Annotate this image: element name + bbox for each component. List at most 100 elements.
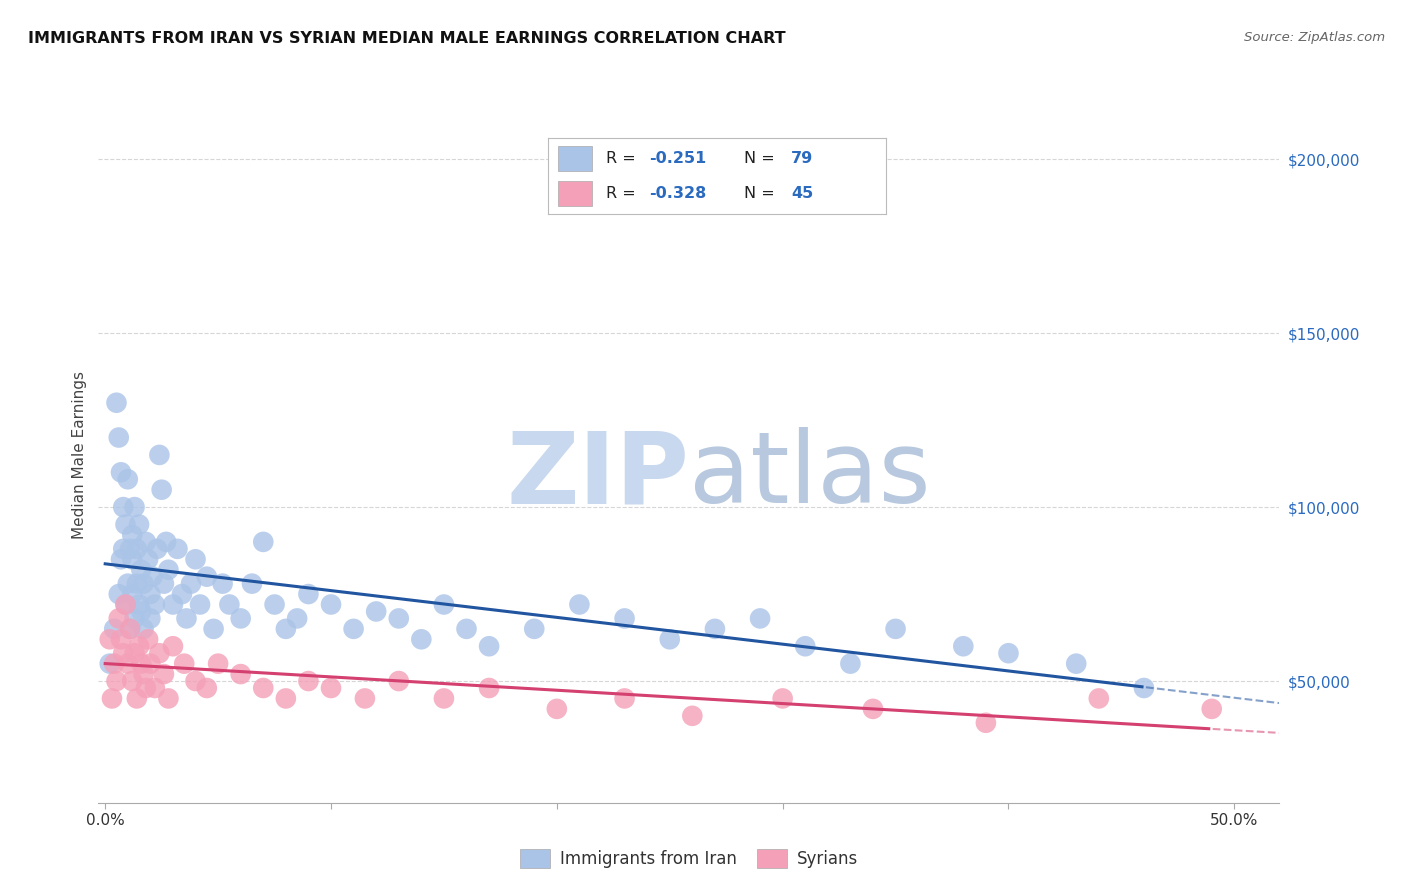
Point (195, 681, 218, 695)
Point (157, 563, 180, 577)
Point (114, 598, 136, 612)
Point (131, 563, 153, 577)
Point (128, 598, 150, 612)
Point (103, 657, 125, 671)
FancyBboxPatch shape (558, 181, 592, 207)
Point (366, 605, 388, 619)
Point (162, 598, 184, 612)
Text: Source: ZipAtlas.com: Source: ZipAtlas.com (1244, 31, 1385, 45)
Point (1133, 681, 1156, 695)
Point (131, 657, 153, 671)
Point (128, 517, 150, 532)
Point (173, 657, 195, 671)
Point (118, 541, 141, 556)
Point (162, 639, 184, 653)
Point (176, 611, 198, 625)
Point (456, 622, 478, 636)
Point (218, 598, 240, 612)
Point (112, 500, 135, 514)
Point (319, 681, 342, 695)
Point (98, 657, 121, 671)
Point (125, 541, 148, 556)
Point (354, 691, 377, 706)
Point (297, 587, 319, 601)
Point (118, 622, 141, 636)
Point (117, 576, 139, 591)
Point (103, 622, 125, 636)
Point (148, 646, 170, 660)
Point (202, 622, 225, 636)
Point (157, 691, 180, 706)
Point (105, 674, 128, 689)
Y-axis label: Median Male Earnings: Median Male Earnings (72, 371, 87, 539)
Point (523, 622, 546, 636)
Point (101, 691, 124, 706)
Point (150, 483, 173, 497)
Point (121, 528, 143, 542)
Text: N =: N = (744, 186, 780, 201)
Point (658, 632, 681, 647)
Point (117, 472, 139, 486)
Point (319, 598, 342, 612)
Point (135, 681, 157, 695)
Point (252, 681, 274, 695)
Point (211, 576, 233, 591)
Point (703, 622, 725, 636)
Point (148, 448, 170, 462)
Point (121, 587, 143, 601)
Text: atlas: atlas (689, 427, 931, 524)
Text: 45: 45 (792, 186, 814, 201)
Text: R =: R = (606, 186, 641, 201)
Point (862, 702, 884, 716)
Point (749, 611, 772, 625)
Point (188, 598, 211, 612)
Point (125, 691, 148, 706)
Point (229, 667, 252, 681)
Point (1201, 702, 1223, 716)
Point (110, 632, 132, 647)
Point (107, 587, 129, 601)
Point (207, 657, 229, 671)
Point (125, 576, 148, 591)
Point (114, 598, 136, 612)
Point (974, 715, 997, 730)
Point (342, 622, 364, 636)
Point (884, 622, 907, 636)
Point (252, 534, 274, 549)
Point (98, 632, 121, 647)
Point (131, 605, 153, 619)
Point (952, 639, 974, 653)
Point (297, 674, 319, 689)
Point (107, 611, 129, 625)
Point (146, 541, 169, 556)
Point (997, 646, 1019, 660)
Text: 79: 79 (792, 151, 814, 166)
Point (105, 396, 128, 410)
Point (136, 632, 159, 647)
Point (195, 570, 218, 584)
Point (388, 674, 411, 689)
Point (114, 517, 136, 532)
Point (139, 611, 162, 625)
Point (132, 576, 155, 591)
Text: ZIP: ZIP (506, 427, 689, 524)
Text: -0.251: -0.251 (650, 151, 707, 166)
Point (124, 611, 146, 625)
Point (143, 598, 166, 612)
Point (681, 708, 703, 723)
Point (229, 611, 252, 625)
Point (121, 674, 143, 689)
Point (613, 691, 636, 706)
Point (839, 657, 862, 671)
Point (613, 611, 636, 625)
FancyBboxPatch shape (558, 145, 592, 171)
Point (478, 639, 501, 653)
Point (388, 611, 411, 625)
Point (285, 611, 308, 625)
Point (263, 598, 285, 612)
Text: -0.328: -0.328 (650, 186, 707, 201)
Point (139, 587, 162, 601)
Point (112, 646, 135, 660)
Legend: Immigrants from Iran, Syrians: Immigrants from Iran, Syrians (513, 842, 865, 874)
Point (153, 576, 176, 591)
